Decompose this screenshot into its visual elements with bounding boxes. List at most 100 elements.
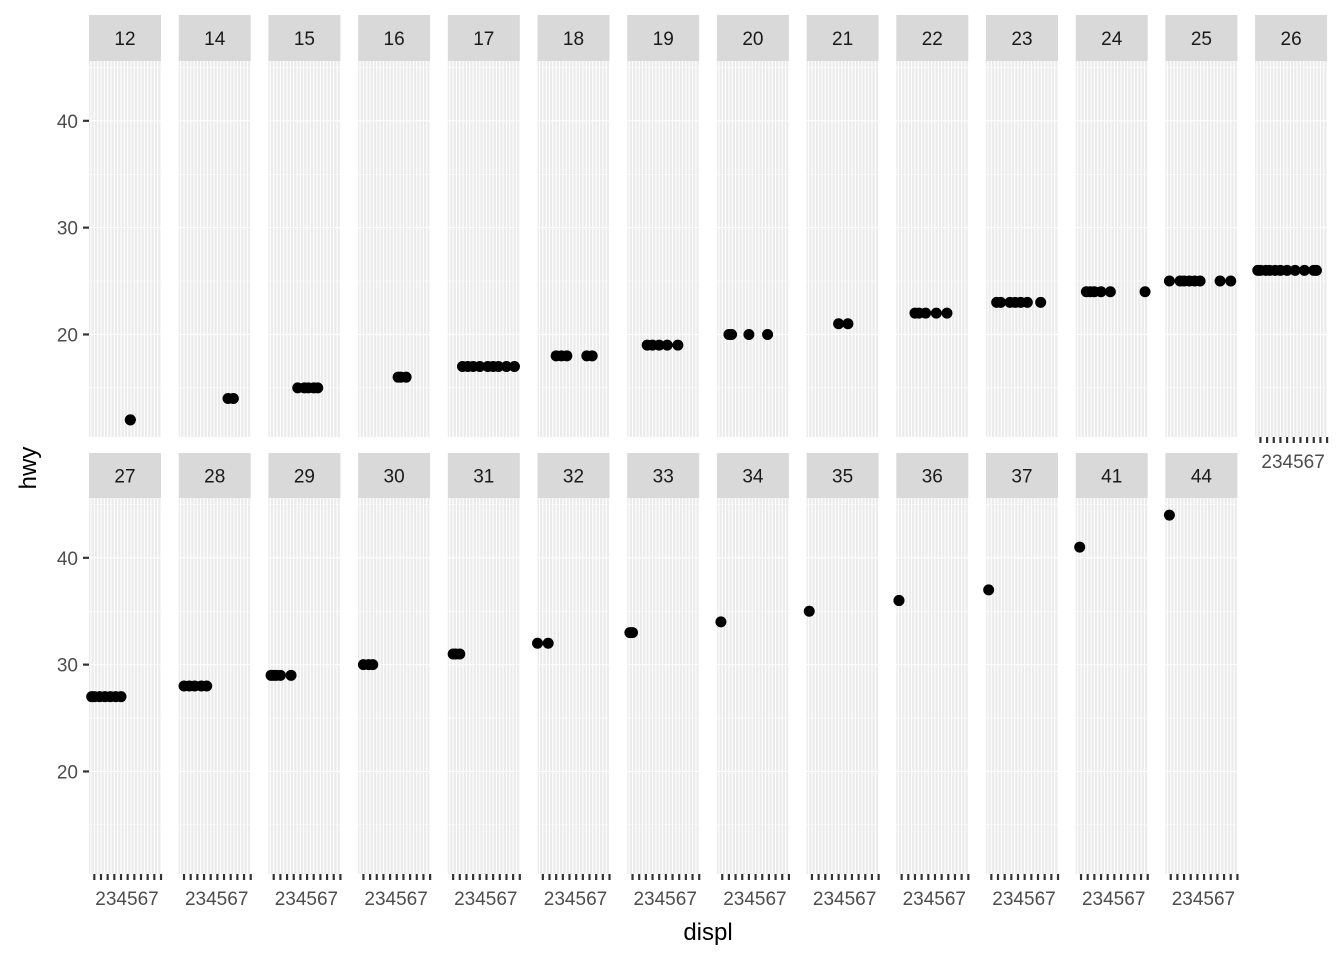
- facet-strip: [627, 15, 700, 61]
- facet-strip: [716, 453, 789, 498]
- x-tick-labels: 234567: [1261, 452, 1324, 473]
- facet-strip: [537, 453, 610, 498]
- panel-background: [806, 61, 879, 437]
- data-point: [1289, 264, 1301, 276]
- facet-strip: [1165, 15, 1238, 61]
- data-point: [532, 637, 543, 649]
- facet-panel: 29 234567: [265, 453, 342, 910]
- x-tick-labels: 234567: [454, 889, 517, 910]
- facet-strip: [89, 453, 161, 498]
- facet-panel: 15: [268, 15, 341, 437]
- data-point: [227, 393, 239, 405]
- y-axes: 20 30 40 20 30 40: [57, 112, 89, 783]
- data-point: [474, 361, 486, 372]
- data-point: [1035, 296, 1047, 308]
- facet-strip: [986, 453, 1058, 498]
- facet-strip: [986, 15, 1058, 61]
- facet-panel: 28 234567: [178, 453, 252, 910]
- facet-panel: 41 234567: [1074, 453, 1149, 910]
- data-point: [1194, 275, 1206, 287]
- x-tick-labels: 234567: [364, 889, 427, 910]
- x-tick-labels: 234567: [723, 889, 786, 910]
- data-point: [672, 339, 684, 351]
- panel-background: [1165, 61, 1238, 437]
- panel-background: [627, 61, 700, 437]
- facet-panel: 21: [806, 15, 880, 437]
- facet-strip-label: 19: [653, 29, 674, 50]
- facet-panel: 24: [1075, 15, 1151, 437]
- y-tick-label: 20: [57, 325, 78, 346]
- x-tick-labels: 234567: [275, 889, 338, 910]
- panel-background: [1075, 498, 1148, 874]
- facet-strip-label: 22: [922, 29, 943, 50]
- facet-strip-label: 34: [742, 467, 764, 488]
- panel-background: [986, 61, 1058, 437]
- facet-panels: 12 14 15 16 17 18 19 20 21 22 23 24 25 26 234567 27 2345…: [86, 15, 1329, 910]
- panel-background: [1255, 61, 1328, 437]
- data-point: [400, 371, 412, 383]
- panel-background: [806, 498, 879, 874]
- data-point: [1225, 275, 1237, 287]
- facet-strip: [447, 15, 520, 61]
- data-point: [842, 318, 854, 330]
- facet-panel: 19: [627, 15, 700, 437]
- facet-strip: [716, 15, 789, 61]
- facet-strip-label: 31: [473, 467, 494, 488]
- facet-panel: 27 234567: [86, 453, 163, 910]
- panel-background: [1165, 498, 1238, 874]
- facet-strip: [896, 453, 969, 498]
- x-tick-labels: 234567: [1172, 889, 1235, 910]
- facet-strip: [358, 453, 431, 498]
- y-tick-label: 20: [57, 762, 78, 783]
- data-point: [367, 659, 379, 671]
- data-point: [1074, 541, 1086, 553]
- panel-background: [716, 61, 789, 437]
- facet-panel: 18: [537, 15, 611, 437]
- data-point: [115, 691, 127, 703]
- data-point: [762, 328, 774, 340]
- facet-panel: 14: [178, 15, 252, 437]
- data-point: [1021, 296, 1033, 308]
- facet-strip-label: 32: [563, 467, 584, 488]
- facet-panel: 20: [716, 15, 790, 437]
- facet-strip-label: 12: [114, 29, 135, 50]
- x-tick-labels: 234567: [633, 889, 696, 910]
- facet-strip: [89, 15, 161, 61]
- facet-panel: 36 234567: [893, 453, 970, 910]
- y-axis-title: hwy: [15, 447, 42, 490]
- data-point: [743, 328, 755, 340]
- data-point: [274, 669, 286, 681]
- data-point: [930, 307, 942, 319]
- panel-background: [268, 498, 341, 874]
- data-point: [661, 339, 673, 351]
- panel-background: [358, 498, 431, 874]
- y-tick-label: 30: [57, 656, 78, 677]
- facet-panel: 22: [896, 15, 969, 437]
- facet-strip-label: 14: [204, 29, 226, 50]
- facet-strip: [268, 453, 341, 498]
- x-tick-labels: 234567: [544, 889, 607, 910]
- facet-strip-label: 30: [384, 467, 405, 488]
- facet-panel: 25: [1163, 15, 1238, 437]
- data-point: [561, 350, 573, 362]
- panel-background: [896, 498, 969, 874]
- facet-strip-label: 27: [114, 467, 135, 488]
- panel-background: [986, 498, 1058, 874]
- facet-panel: 44 234567: [1163, 453, 1239, 910]
- data-point: [201, 680, 213, 692]
- facet-strip-label: 20: [742, 29, 763, 50]
- data-point: [508, 361, 520, 372]
- data-point: [312, 382, 324, 394]
- data-point: [1163, 509, 1175, 521]
- data-point: [893, 595, 905, 607]
- facet-strip-label: 44: [1191, 467, 1213, 488]
- data-point: [285, 669, 297, 681]
- panel-background: [537, 498, 610, 874]
- panel-background: [447, 61, 520, 437]
- facet-strip: [806, 453, 879, 498]
- facet-strip: [1255, 15, 1328, 61]
- x-axis-title: displ: [683, 919, 732, 946]
- facet-strip: [268, 15, 341, 61]
- data-point: [500, 361, 512, 372]
